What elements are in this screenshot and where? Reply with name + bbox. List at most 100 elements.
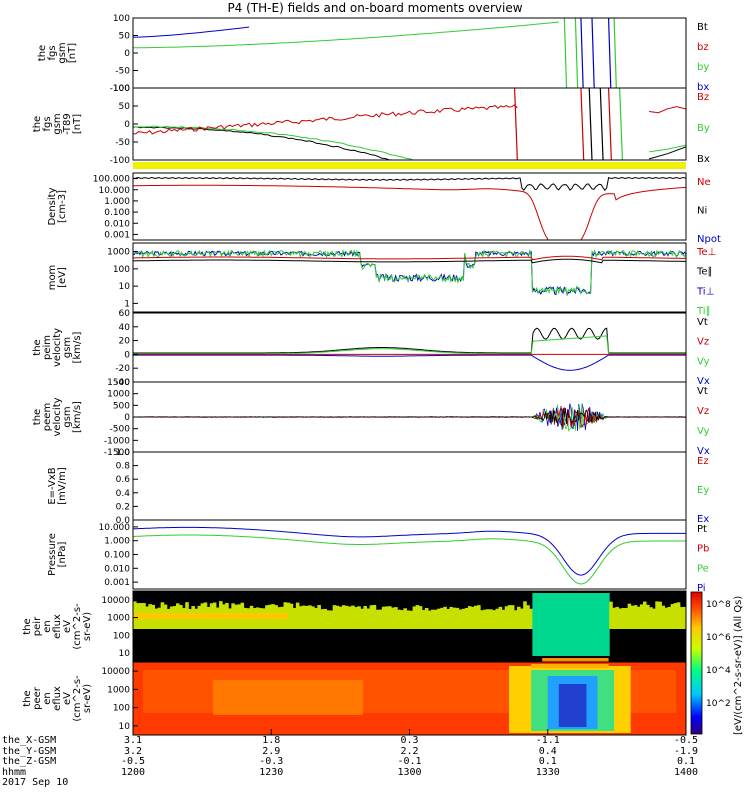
y-axis-label: mom [eV] — [47, 265, 68, 291]
footer-hhmm: 1300 — [397, 766, 422, 778]
spec-cell — [636, 606, 641, 629]
spec-cell — [575, 593, 579, 656]
y-tick-label: 40 — [119, 323, 131, 333]
spec-cell — [679, 607, 684, 629]
spec-cell — [670, 604, 675, 629]
fgs-traces — [133, 18, 617, 88]
spec-cell — [292, 608, 297, 629]
y-axis-label-line: mom — [47, 265, 58, 291]
mode-bar — [133, 162, 686, 169]
by-line-end — [649, 144, 686, 153]
spec-cell — [517, 606, 521, 629]
y-tick-label: 10000 — [101, 667, 130, 677]
spec-cell — [354, 607, 358, 629]
spec-cell — [474, 605, 478, 629]
spec-cell — [612, 607, 616, 629]
pe-line — [133, 534, 686, 585]
panel-frame — [132, 519, 687, 590]
pi-line — [133, 526, 686, 576]
y-axis-label-line: sr-eV) — [82, 684, 93, 713]
y-axis-label-line: [km/s] — [72, 401, 83, 433]
spec-cell — [489, 609, 493, 629]
spec-cell — [593, 593, 598, 656]
spec-cell — [639, 604, 644, 629]
b-spike — [580, 88, 585, 160]
y-axis-label-line: eflux — [52, 686, 63, 711]
y-axis-label-line: [eV] — [57, 267, 68, 288]
y-axis-label-line: sr-eV) — [82, 612, 93, 641]
spec-cell — [655, 601, 659, 629]
y-tick-label: 1.000 — [104, 197, 130, 207]
legend-ti⊥: Ti⊥ — [696, 286, 714, 297]
legend-ex: Ex — [697, 514, 709, 525]
spec-cell — [538, 593, 543, 656]
spec-cell — [446, 608, 450, 629]
bx-line — [133, 126, 451, 160]
footer-x-gsm: -1.1 — [535, 735, 560, 746]
legend-bz: Bz — [697, 92, 709, 103]
y-tick-label: 0.001 — [104, 230, 130, 240]
spec-cell — [301, 605, 306, 629]
spec-cell — [667, 606, 672, 629]
spec-cell — [658, 601, 662, 629]
spec-cell — [477, 605, 481, 629]
spec-band — [558, 684, 587, 727]
spec-cell — [676, 602, 681, 629]
spec-cell — [486, 609, 490, 629]
y-tick-label: 1.0 — [116, 448, 131, 458]
footer-z-gsm: 0.1 — [538, 756, 557, 767]
spec-cell — [596, 593, 601, 656]
spec-cell — [323, 608, 328, 629]
y-axis-label: the fgs gsm [nT] — [37, 42, 78, 63]
density-traces — [133, 176, 686, 240]
y-axis-label-line: [mV/m] — [57, 467, 68, 505]
colorbar: 10^8 10^6 10^4 10^2 [eV/(cm^2-s-sr-eV)] (All… — [690, 591, 744, 735]
legend-ne: Ne — [697, 177, 711, 188]
legend-ey: Ey — [697, 485, 709, 496]
y-axis-label-line: (cm^2-s- — [72, 603, 83, 650]
vy-line — [133, 335, 686, 355]
y-tick-label: 10 — [119, 282, 131, 292]
legend-bx: bx — [697, 82, 709, 93]
y-axis-label-line: [nT] — [67, 43, 78, 63]
b-spike — [574, 18, 579, 88]
y-tick-label: 0 — [124, 120, 130, 130]
y-tick-label: 1000 — [107, 685, 130, 695]
spec-cell — [560, 593, 564, 656]
y-axis-label-line: peim — [42, 335, 53, 360]
y-axis-label-line: [km/s] — [72, 331, 83, 363]
y-tick-label: 10000 — [101, 596, 130, 606]
y-tick-label: 100 — [113, 265, 130, 275]
legend-pe: Pe — [697, 563, 709, 574]
panel-peer-eflux: 10000 1000 100 10 the peer en eflux eV (cm^2-s-sr… — [22, 661, 687, 736]
vt-line — [133, 327, 686, 354]
y-axis-label-line: peir — [32, 616, 43, 636]
b-spike — [599, 88, 604, 160]
spec-cell — [633, 605, 638, 629]
b-spike — [619, 88, 624, 160]
spec-cell — [452, 607, 457, 629]
spec-cell — [326, 610, 331, 629]
colorbar-tick-label: 10^8 — [706, 600, 731, 610]
y-tick-label: -100 — [110, 156, 131, 166]
y-axis-label-line: -T89 — [62, 113, 73, 135]
spec-cell — [578, 593, 583, 656]
footer-column: -1.1 0.4 0.1 1330 — [518, 735, 578, 778]
spec-cell — [431, 609, 435, 629]
spec-cell — [308, 605, 312, 629]
footer-z-gsm: -0.1 — [397, 756, 422, 767]
y-tick-label: 500 — [113, 401, 130, 411]
y-tick-label: -50 — [115, 67, 130, 77]
legend-by: By — [697, 123, 710, 134]
spec-cell — [298, 606, 303, 629]
footer-x-gsm: 1.8 — [262, 735, 281, 746]
y-axis-label-line: the — [32, 339, 43, 355]
spec-cell — [624, 608, 629, 629]
spec-cell — [406, 610, 410, 629]
y-tick-label: -50 — [115, 138, 130, 148]
y-tick-label: 1 — [124, 299, 130, 309]
footer-hhmm: 1230 — [259, 766, 284, 778]
y-axis-label-line: the — [37, 45, 48, 61]
spec-cell — [529, 608, 533, 629]
